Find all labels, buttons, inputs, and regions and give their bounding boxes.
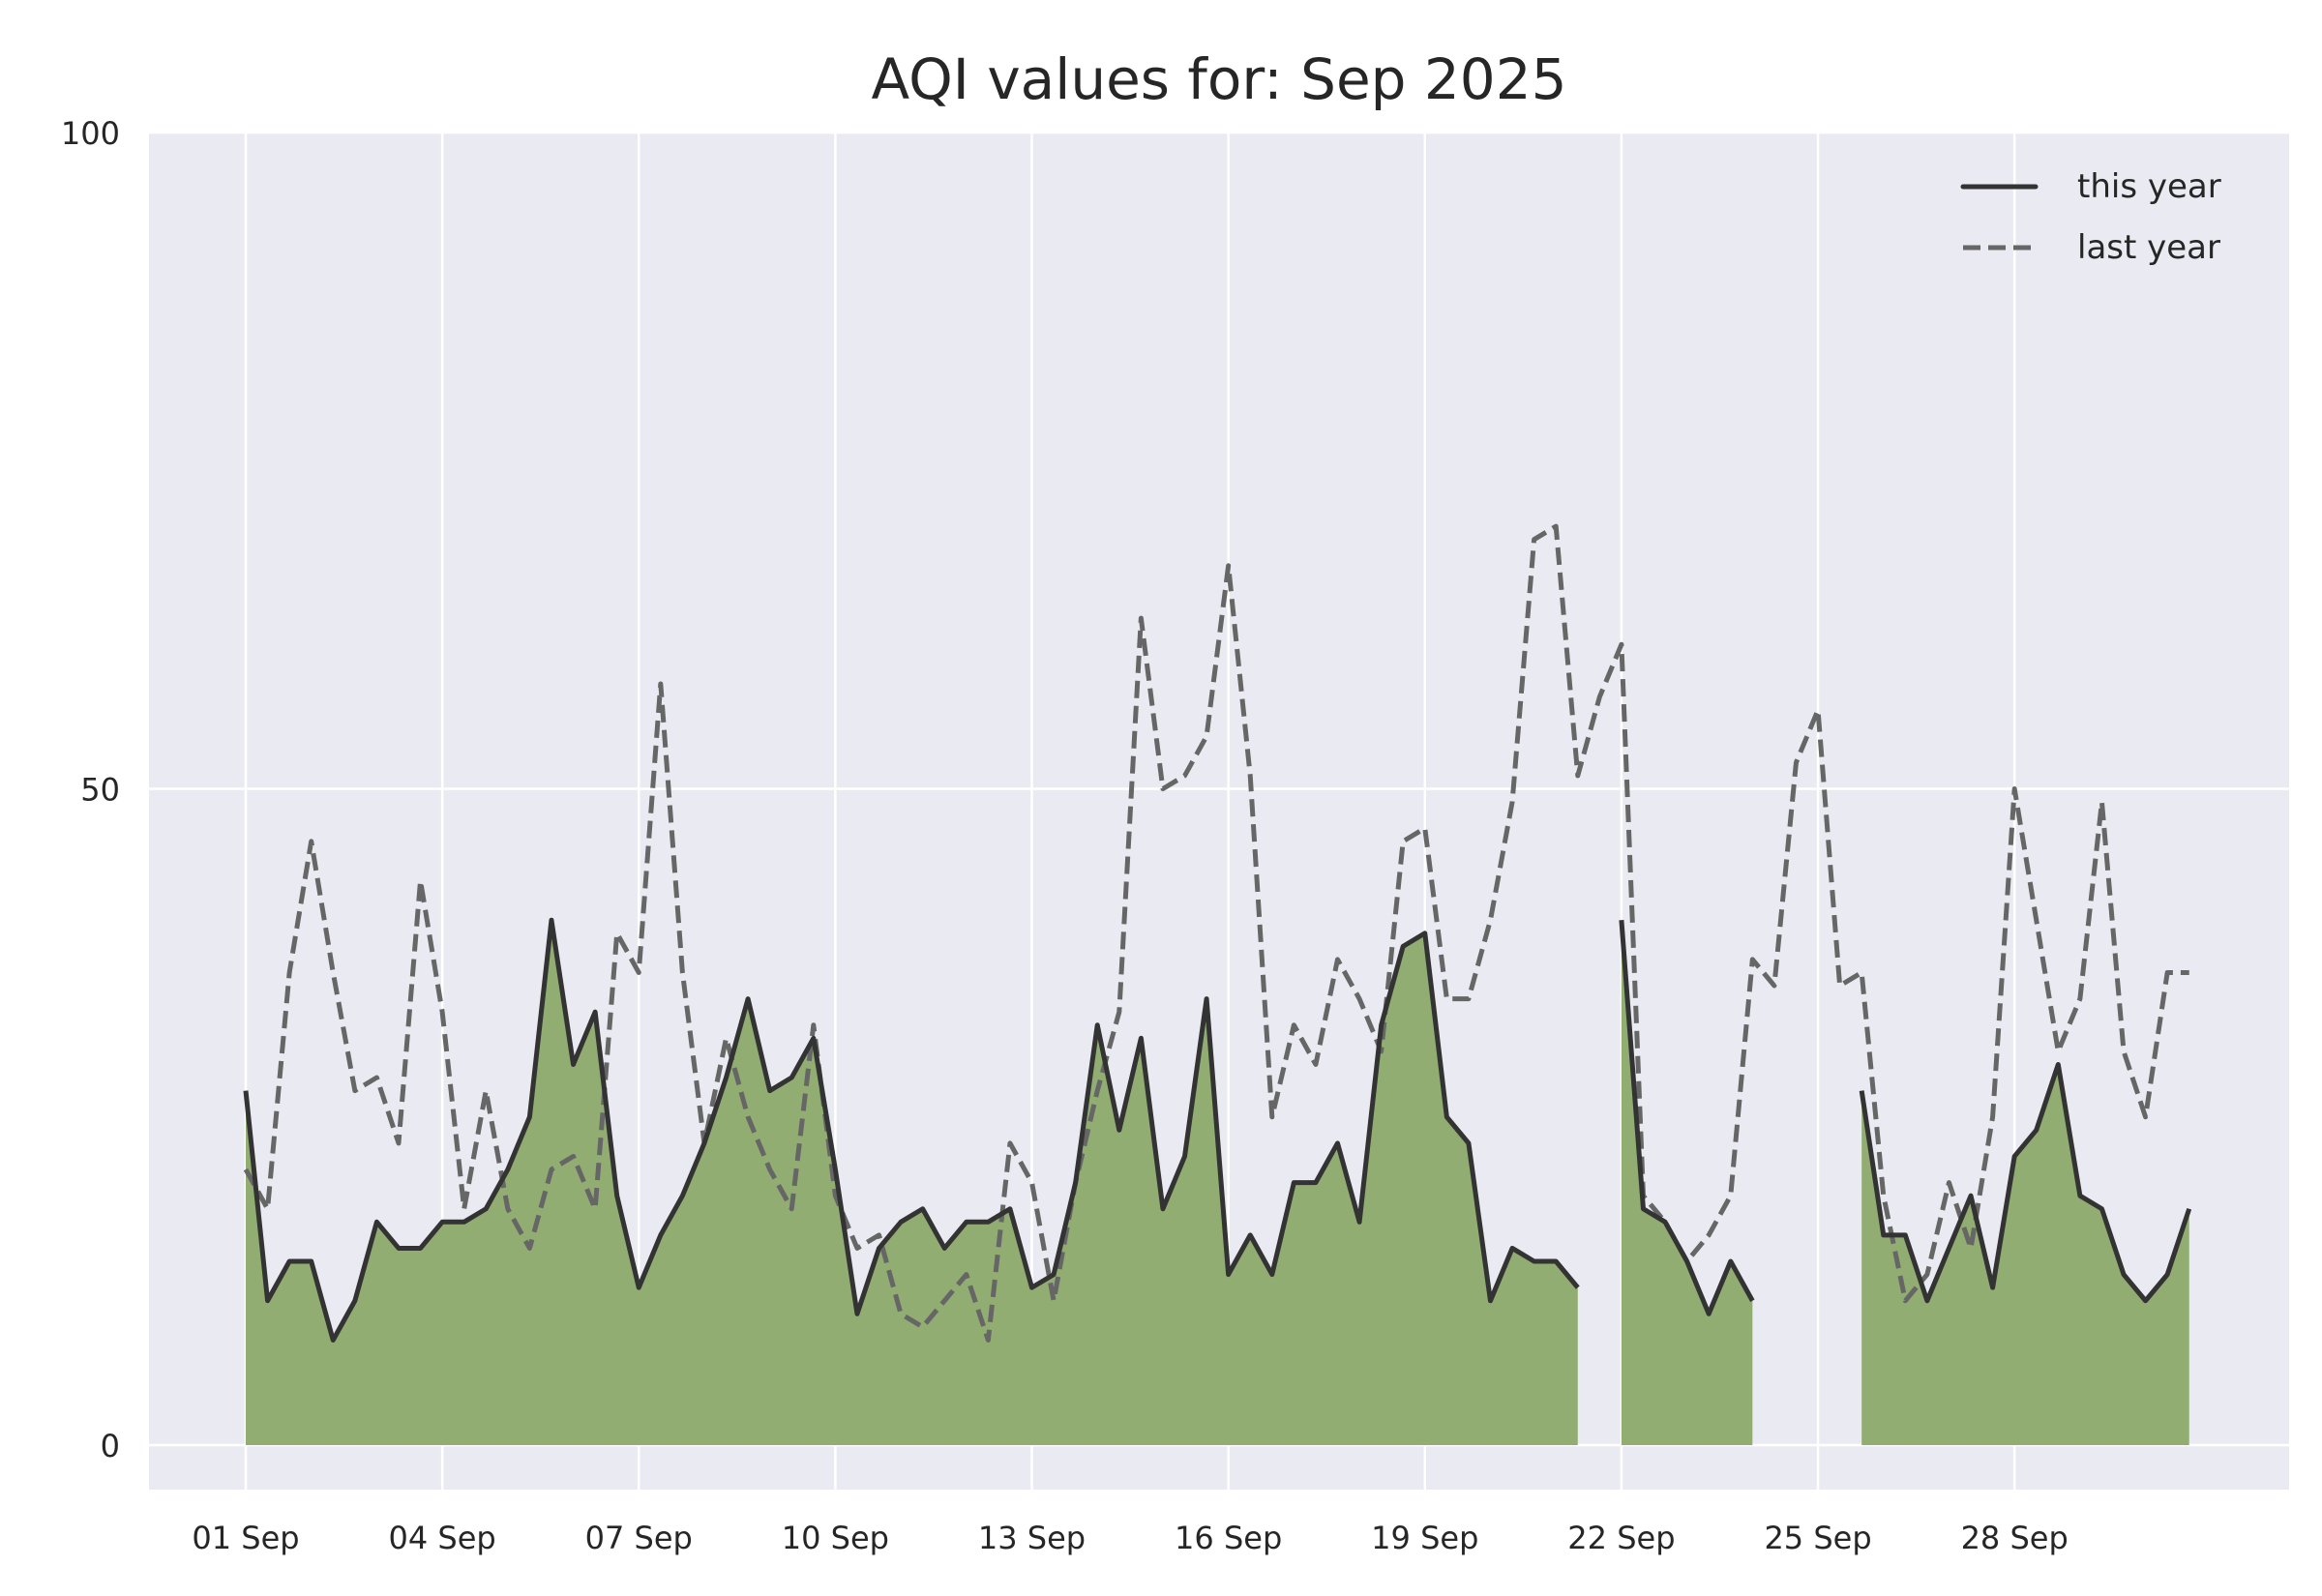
area-fill-this-year xyxy=(1861,1064,2189,1445)
y-tick-label: 0 xyxy=(101,1428,120,1464)
x-tick-label: 07 Sep xyxy=(585,1520,693,1556)
y-axis: 0 50 100 xyxy=(61,115,120,1464)
legend-last-year-label: last year xyxy=(2077,228,2220,267)
area-fill-this-year xyxy=(1621,920,1753,1445)
line-this-year xyxy=(1859,1061,2192,1304)
series-lines xyxy=(243,523,2192,1343)
y-tick-label: 50 xyxy=(80,772,120,809)
x-axis: 01 Sep 04 Sep 07 Sep 10 Sep 13 Sep 16 Sep 19 S… xyxy=(192,1520,2068,1556)
y-tick-label: 100 xyxy=(61,115,120,152)
x-tick-label: 19 Sep xyxy=(1371,1520,1478,1556)
line-last-year xyxy=(243,523,2189,1343)
line-this-year xyxy=(1619,920,1755,1316)
x-tick-label: 04 Sep xyxy=(389,1520,496,1556)
chart-title: AQI values for: Sep 2025 xyxy=(872,46,1567,112)
line-this-year xyxy=(243,917,1580,1343)
legend-this-year-label: this year xyxy=(2077,167,2221,206)
x-tick-label: 28 Sep xyxy=(1961,1520,2069,1556)
x-tick-label: 01 Sep xyxy=(192,1520,299,1556)
x-tick-label: 16 Sep xyxy=(1175,1520,1282,1556)
x-tick-label: 22 Sep xyxy=(1567,1520,1675,1556)
x-tick-label: 25 Sep xyxy=(1764,1520,1871,1556)
x-tick-label: 10 Sep xyxy=(782,1520,889,1556)
x-tick-label: 13 Sep xyxy=(978,1520,1086,1556)
legend: this year last year xyxy=(1960,167,2221,267)
